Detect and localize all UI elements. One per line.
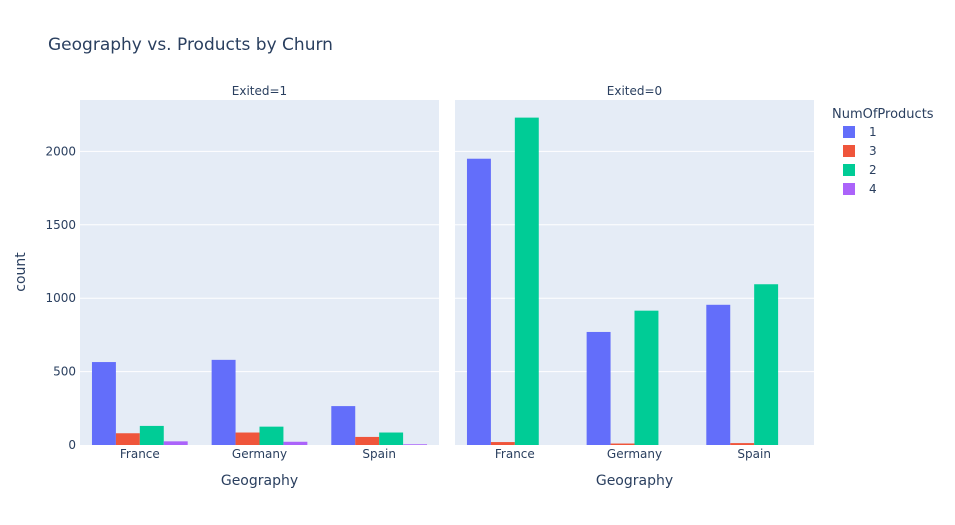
y-tick-label: 0: [68, 438, 76, 452]
x-tick-label: France: [120, 447, 160, 461]
chart-title: Geography vs. Products by Churn: [48, 35, 333, 55]
facet-label: Exited=1: [232, 84, 287, 98]
legend-item[interactable]: 4: [843, 182, 877, 196]
bar[interactable]: [706, 304, 731, 445]
bar[interactable]: [283, 441, 308, 445]
bar[interactable]: [466, 158, 491, 446]
x-tick-label: Germany: [607, 447, 662, 461]
bar[interactable]: [355, 436, 380, 445]
bar[interactable]: [730, 443, 755, 445]
bar[interactable]: [634, 310, 659, 445]
bar[interactable]: [331, 406, 356, 445]
bar[interactable]: [235, 432, 260, 445]
bar[interactable]: [259, 426, 284, 445]
bar[interactable]: [91, 362, 116, 445]
x-tick-label: Germany: [232, 447, 287, 461]
facet-label: Exited=0: [607, 84, 662, 98]
bar[interactable]: [139, 425, 164, 445]
x-tick-label: Spain: [737, 447, 771, 461]
plot-background: [80, 100, 439, 445]
legend-label: 1: [869, 125, 877, 139]
bar[interactable]: [211, 359, 236, 445]
legend-item[interactable]: 1: [843, 125, 877, 139]
y-tick-label: 1500: [45, 218, 76, 232]
bar[interactable]: [115, 433, 140, 445]
y-axis-title: count: [13, 252, 29, 292]
x-axis-title: Geography: [221, 473, 298, 489]
bar[interactable]: [754, 284, 779, 445]
x-axis-title: Geography: [596, 473, 673, 489]
bar[interactable]: [163, 441, 188, 445]
y-tick-label: 2000: [45, 144, 76, 158]
bar[interactable]: [514, 117, 539, 446]
bar[interactable]: [586, 331, 611, 445]
legend-swatch: [843, 145, 855, 157]
legend-item[interactable]: 3: [843, 144, 877, 158]
legend[interactable]: NumOfProducts 1 3 2 4: [832, 107, 934, 196]
x-tick-label: France: [495, 447, 535, 461]
legend-label: 3: [869, 144, 877, 158]
x-tick-label: Spain: [362, 447, 396, 461]
legend-swatch: [843, 183, 855, 195]
bar[interactable]: [379, 432, 404, 445]
legend-swatch: [843, 126, 855, 138]
bar[interactable]: [490, 442, 515, 445]
bar[interactable]: [403, 444, 428, 445]
y-tick-label: 1000: [45, 291, 76, 305]
bar[interactable]: [610, 443, 635, 445]
legend-item[interactable]: 2: [843, 163, 877, 177]
facet-panel: Exited=1 France Germany Spain Geography: [80, 84, 439, 489]
facet-panel: Exited=0 France Germany Spain Geography: [455, 84, 814, 489]
legend-label: 2: [869, 163, 877, 177]
legend-title: NumOfProducts: [832, 107, 934, 122]
y-tick-label: 500: [53, 365, 76, 379]
legend-label: 4: [869, 182, 877, 196]
legend-swatch: [843, 164, 855, 176]
